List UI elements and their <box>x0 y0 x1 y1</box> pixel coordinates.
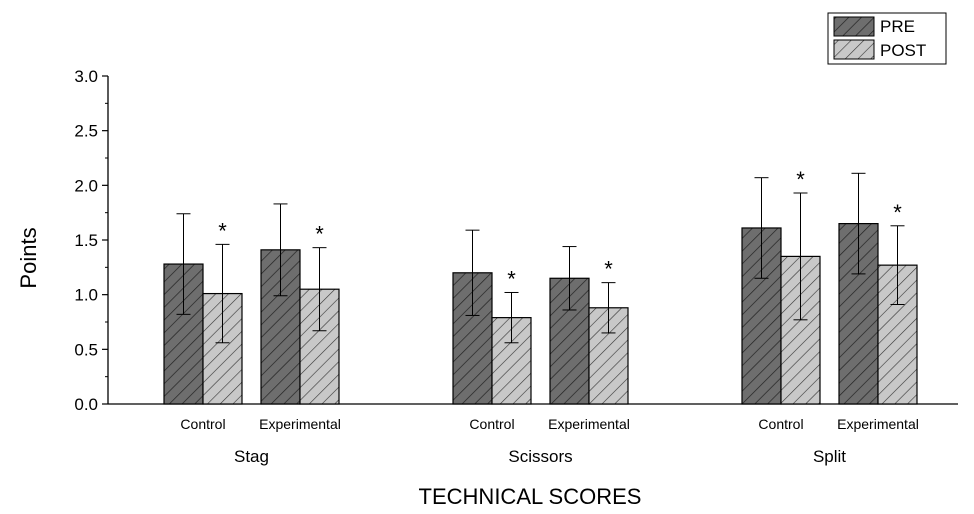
bars: * * * * * * <box>163 167 918 405</box>
y-tick-label: 0.5 <box>74 340 98 359</box>
group-label-control: Control <box>180 416 225 432</box>
significance-star: * <box>604 257 613 282</box>
group-label-experimental: Experimental <box>548 416 630 432</box>
legend-swatch-pre <box>833 16 875 37</box>
group-label-experimental: Experimental <box>259 416 341 432</box>
legend-swatch-post <box>833 39 875 60</box>
y-tick-label: 1.5 <box>74 231 98 250</box>
significance-star: * <box>893 200 902 225</box>
x-labels: Control Experimental Stag Control Experiment… <box>180 416 918 466</box>
legend: PRE POST <box>827 12 947 65</box>
legend-label-post: POST <box>880 41 926 60</box>
y-tick-label: 1.0 <box>74 286 98 305</box>
group-label-control: Control <box>758 416 803 432</box>
y-tick-label: 2.5 <box>74 122 98 141</box>
significance-star: * <box>218 218 227 243</box>
x-axis-title: TECHNICAL SCORES <box>419 484 642 509</box>
y-tick-label: 0.0 <box>74 395 98 414</box>
group-label-experimental: Experimental <box>837 416 919 432</box>
significance-star: * <box>315 222 324 247</box>
legend-label-pre: PRE <box>880 17 915 36</box>
y-axis-title: Points <box>16 227 41 288</box>
y-tick-label: 3.0 <box>74 67 98 86</box>
category-label-scissors: Scissors <box>508 447 572 466</box>
significance-star: * <box>796 167 805 192</box>
significance-star: * <box>507 266 516 291</box>
category-label-stag: Stag <box>234 447 269 466</box>
category-label-split: Split <box>813 447 846 466</box>
group-label-control: Control <box>469 416 514 432</box>
y-tick-label: 2.0 <box>74 176 98 195</box>
